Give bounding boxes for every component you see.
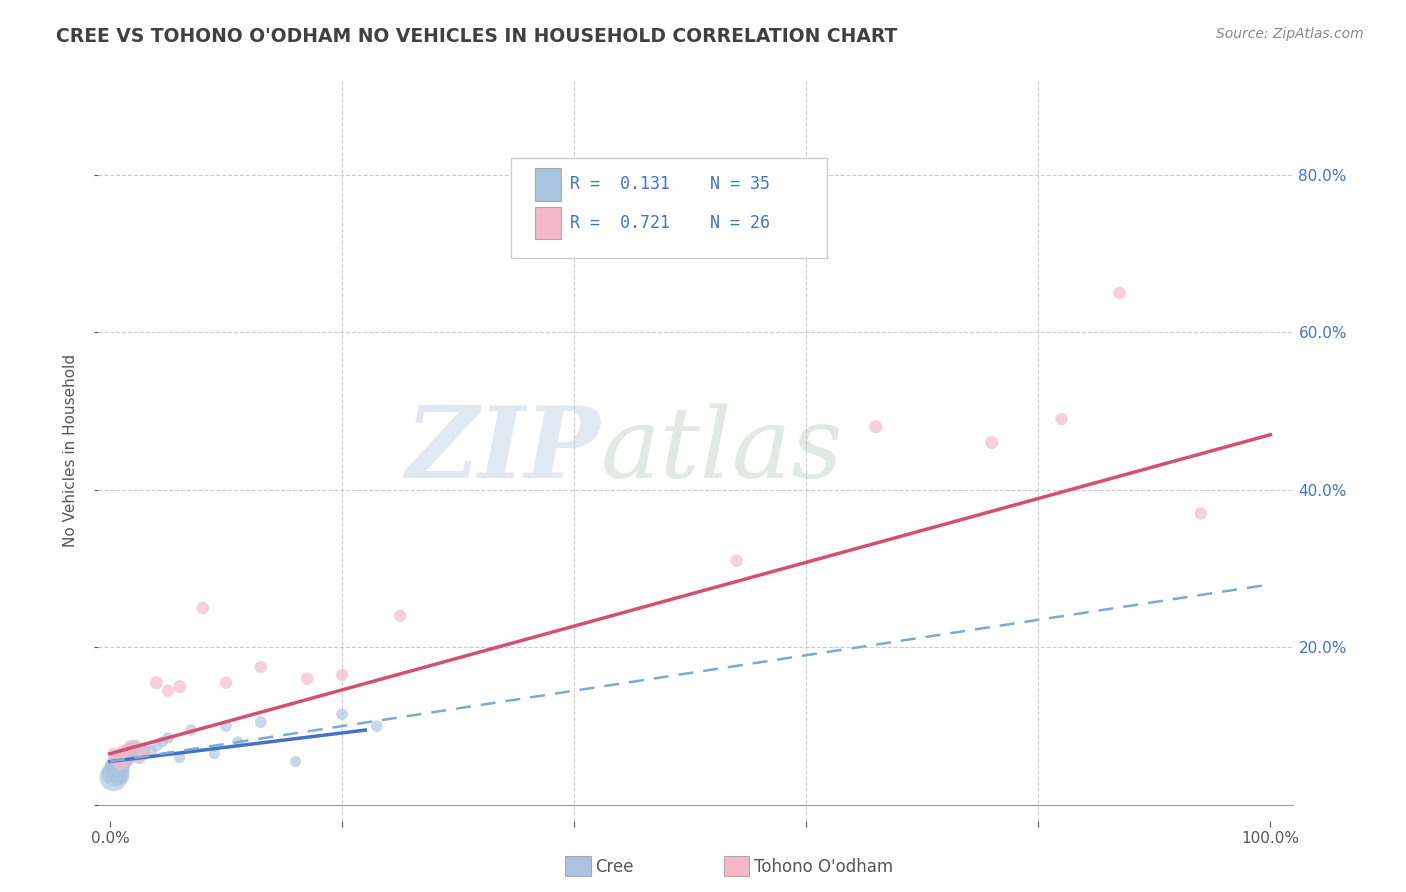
Point xyxy=(129,750,152,764)
Point xyxy=(103,770,125,784)
Point xyxy=(204,747,226,761)
Point xyxy=(105,758,128,772)
Point xyxy=(124,741,146,756)
Point xyxy=(111,756,134,771)
Point xyxy=(115,749,138,764)
Point xyxy=(104,752,127,766)
Point xyxy=(104,766,127,780)
FancyBboxPatch shape xyxy=(510,158,827,258)
Bar xyxy=(534,169,561,201)
Point xyxy=(250,715,273,730)
Point xyxy=(157,683,180,698)
Point xyxy=(112,755,135,769)
Point xyxy=(389,608,412,623)
Point xyxy=(114,755,136,769)
Point xyxy=(1050,412,1073,426)
Point xyxy=(330,668,353,682)
Point xyxy=(107,764,129,779)
Text: atlas: atlas xyxy=(600,403,844,498)
Point xyxy=(725,554,748,568)
Point xyxy=(108,768,131,782)
Point xyxy=(284,755,307,769)
Point xyxy=(110,756,132,771)
Point xyxy=(127,750,149,764)
Text: CREE VS TOHONO O'ODHAM NO VEHICLES IN HOUSEHOLD CORRELATION CHART: CREE VS TOHONO O'ODHAM NO VEHICLES IN HO… xyxy=(56,27,897,45)
Point xyxy=(111,752,134,766)
Point xyxy=(157,731,180,745)
Point xyxy=(129,747,152,761)
Point xyxy=(124,739,146,753)
Point xyxy=(191,601,214,615)
Point xyxy=(169,680,191,694)
Point xyxy=(330,707,353,722)
Point xyxy=(111,744,134,758)
Point xyxy=(120,739,142,753)
Point xyxy=(297,672,319,686)
Point xyxy=(114,750,136,764)
Point xyxy=(139,744,162,758)
Text: Source: ZipAtlas.com: Source: ZipAtlas.com xyxy=(1216,27,1364,41)
Point xyxy=(215,719,238,733)
Point xyxy=(120,744,142,758)
Y-axis label: No Vehicles in Household: No Vehicles in Household xyxy=(63,354,79,547)
Point xyxy=(226,735,249,749)
Point xyxy=(215,675,238,690)
Text: ZIP: ZIP xyxy=(405,402,600,499)
Text: Tohono O'odham: Tohono O'odham xyxy=(754,858,893,876)
Point xyxy=(145,739,167,753)
Point xyxy=(145,675,167,690)
Point xyxy=(134,741,156,756)
Point xyxy=(169,750,191,764)
Text: Cree: Cree xyxy=(595,858,633,876)
Point xyxy=(117,747,139,761)
Point xyxy=(118,741,141,756)
Point xyxy=(1108,285,1130,300)
Point xyxy=(122,743,145,757)
Point xyxy=(117,743,139,757)
Point xyxy=(117,752,139,766)
Point xyxy=(366,719,388,733)
Point xyxy=(150,735,173,749)
Point xyxy=(107,750,129,764)
Text: R =  0.721    N = 26: R = 0.721 N = 26 xyxy=(571,214,770,232)
Text: R =  0.131    N = 35: R = 0.131 N = 35 xyxy=(571,175,770,193)
Bar xyxy=(534,207,561,239)
Point xyxy=(110,760,132,774)
Point xyxy=(1189,507,1212,521)
Point xyxy=(250,660,273,674)
Point xyxy=(134,747,156,761)
Point xyxy=(104,763,127,777)
Point xyxy=(131,743,153,757)
Point xyxy=(865,420,887,434)
Point xyxy=(103,747,125,761)
Point xyxy=(980,435,1002,450)
Point xyxy=(180,723,202,737)
